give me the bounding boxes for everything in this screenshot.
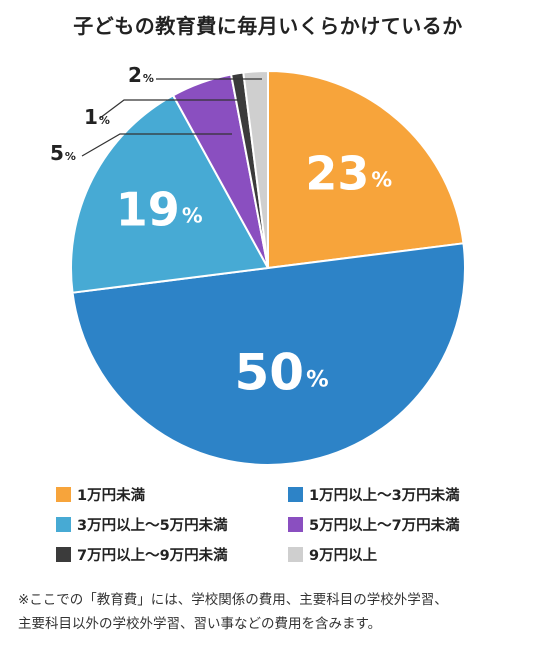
- legend-swatch-1: [288, 487, 303, 502]
- slice-label-0: 23%: [305, 146, 392, 200]
- legend-item-4: 7万円以上〜9万円未満: [56, 544, 228, 565]
- legend-swatch-2: [56, 517, 71, 532]
- pie-slice-2: [70, 94, 270, 294]
- slice-label-2: 19%: [116, 182, 203, 236]
- legend-label-1: 1万円以上〜3万円未満: [309, 488, 460, 504]
- legend-label-0: 1万円未満: [77, 488, 146, 504]
- legend-swatch-5: [288, 547, 303, 562]
- footnote-line-1: ※ここでの「教育費」には、学校関係の費用、主要科目の学校外学習、: [18, 592, 448, 608]
- pie-slice-1: [71, 242, 466, 466]
- legend-item-5: 9万円以上: [288, 544, 377, 565]
- pie-slice-5: [242, 69, 269, 269]
- pie-labels: 23% 50% 19% 5% 1% 2%: [50, 63, 392, 401]
- slice-label-5: 2%: [128, 63, 154, 87]
- legend-swatch-4: [56, 547, 71, 562]
- footnote: ※ここでの「教育費」には、学校関係の費用、主要科目の学校外学習、 主要科目以外の…: [18, 588, 523, 636]
- chart-title: 子どもの教育費に毎月いくらかけているか: [73, 14, 463, 38]
- slice-label-4: 1%: [84, 105, 110, 129]
- pie-chart: 23% 50% 19% 5% 1% 2%: [50, 63, 466, 466]
- legend-swatch-0: [56, 487, 71, 502]
- legend-item-2: 3万円以上〜5万円未満: [56, 514, 228, 535]
- pie-slice-0: [267, 69, 465, 270]
- legend-label-3: 5万円以上〜7万円未満: [309, 518, 460, 534]
- legend-item-3: 5万円以上〜7万円未満: [288, 514, 460, 535]
- legend-label-2: 3万円以上〜5万円未満: [77, 518, 228, 534]
- legend-label-5: 9万円以上: [309, 548, 378, 564]
- slice-label-1: 50%: [235, 343, 329, 401]
- legend-swatch-3: [288, 517, 303, 532]
- footnote-line-2: 主要科目以外の学校外学習、習い事などの費用を含みます。: [18, 616, 382, 632]
- legend-item-0: 1万円未満: [56, 484, 145, 505]
- legend-item-1: 1万円以上〜3万円未満: [288, 484, 460, 505]
- slice-label-3: 5%: [50, 141, 76, 165]
- legend-label-4: 7万円以上〜9万円未満: [77, 548, 228, 564]
- callout-line-3: [81, 133, 232, 157]
- callout-line-4: [99, 99, 238, 119]
- pie-slices: [70, 69, 466, 466]
